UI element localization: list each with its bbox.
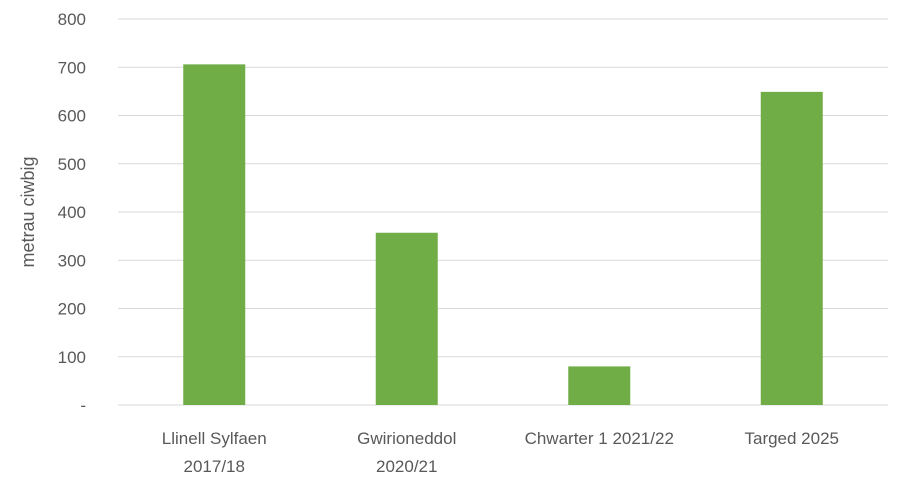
- y-tick-label: 600: [58, 107, 86, 126]
- y-tick-label: 300: [58, 251, 86, 270]
- x-category-label: Llinell Sylfaen 2017/18: [162, 429, 267, 476]
- y-tick-label: 500: [58, 155, 86, 174]
- y-tick-label: 200: [58, 300, 86, 319]
- bar: [568, 366, 631, 405]
- x-category-label-line: Targed 2025: [744, 429, 839, 448]
- bar: [183, 64, 246, 405]
- y-tick-label: 700: [58, 58, 86, 77]
- x-category-label: Targed 2025: [744, 429, 839, 448]
- x-category-label-line: Llinell Sylfaen: [162, 429, 267, 448]
- x-category-label: Gwirioneddol 2020/21: [357, 429, 456, 476]
- y-tick-labels: - 100 200 300 400 500 600 700 800: [58, 10, 86, 415]
- x-category-label-line: Gwirioneddol: [357, 429, 456, 448]
- bar: [760, 91, 823, 406]
- bar: [375, 232, 438, 405]
- y-tick-label: 100: [58, 348, 86, 367]
- x-category-labels: Llinell Sylfaen 2017/18 Gwirioneddol 2020/2…: [162, 429, 839, 476]
- x-category-label: Chwarter 1 2021/22: [525, 429, 674, 448]
- x-category-label-line: Chwarter 1 2021/22: [525, 429, 674, 448]
- y-axis-title: metrau ciwbig: [18, 156, 38, 267]
- bars: [183, 64, 823, 406]
- x-category-label-line: 2020/21: [376, 457, 437, 476]
- y-tick-label: 800: [58, 10, 86, 29]
- gridlines: [118, 18, 888, 406]
- y-tick-label: -: [80, 396, 86, 415]
- x-category-label-line: 2017/18: [184, 457, 245, 476]
- y-tick-label: 400: [58, 203, 86, 222]
